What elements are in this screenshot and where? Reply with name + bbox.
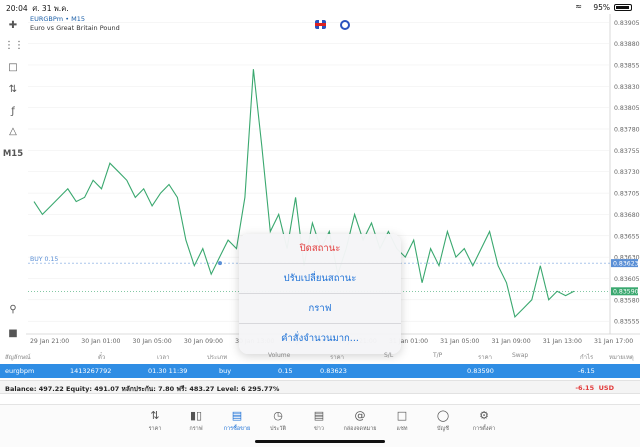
tab-charts[interactable]: ▮▯ กราฟ [178, 409, 214, 433]
app-logo-icon[interactable]: ■ [8, 328, 18, 339]
buy-entry-marker [218, 261, 222, 266]
time-tick-label: 30 Jan 01:00 [81, 338, 120, 345]
price-tick-label: 0.83880 [614, 41, 640, 48]
time-tick-label: 31 Jan 01:00 [389, 338, 428, 345]
price-tick-label: 0.83805 [614, 105, 640, 112]
table-row[interactable]: eurgbpm 1413267792 01.30 11:39 buy 0.15 … [0, 364, 640, 378]
chart-symbol-description: Euro vs Great Britain Pound [30, 24, 120, 32]
col-comment: หมายเหตุ [609, 354, 634, 361]
price-tick-label: 0.83655 [614, 233, 640, 240]
eu-flag-icon [340, 20, 350, 30]
col-tp: T/P [433, 352, 443, 359]
settings-icon: ⚙ [479, 409, 489, 422]
row-ticket: 1413267792 [70, 367, 112, 375]
price-tick-label: 0.83605 [614, 276, 640, 283]
row-type: buy [219, 367, 232, 375]
candles-icon: ▮▯ [189, 409, 203, 422]
trade-table-header: สัญลักษณ์ ตั๋ว เวลา ประเภท Volume ราคา S… [0, 349, 640, 362]
tab-chat[interactable]: □ แชท [384, 409, 420, 433]
price-tick-label: 0.83755 [614, 148, 640, 155]
status-bar: 20:04 ศ. 31 พ.ค. ≈ 95% [0, 0, 640, 14]
battery-percent: 95% [593, 3, 610, 12]
zoom-search-icon[interactable]: ⚲ [9, 304, 17, 315]
bar-type-icon[interactable]: ⋮⋮ [4, 40, 24, 51]
price-tick-label: 0.83780 [614, 127, 640, 134]
objects-icon[interactable]: △ [9, 126, 17, 137]
status-time: 20:04 ศ. 31 พ.ค. [6, 4, 69, 13]
tab-news[interactable]: ▤ ข่าว [301, 409, 337, 433]
wifi-icon: ≈ [575, 2, 582, 11]
price-tick-label: 0.83580 [614, 297, 640, 304]
bottom-tab-bar: ⇅ ราคา ▮▯ กราฟ ▤ การซื้อขาย ◷ ประวัติ ▤ ข่าว … [0, 404, 640, 447]
col-price: ราคา [330, 354, 344, 361]
tab-history[interactable]: ◷ ประวัติ [260, 409, 296, 433]
col-time: เวลา [157, 354, 170, 361]
price-tick-label: 0.83555 [614, 319, 640, 326]
row-symbol: eurgbpm [5, 367, 35, 375]
col-ticket: ตั๋ว [98, 354, 106, 361]
tab-trade[interactable]: ▤ การซื้อขาย [219, 409, 255, 433]
buy-price-tag-label: 0.83623 [613, 260, 639, 267]
total-profit: -6.15 USD [575, 384, 614, 392]
tab-mailbox[interactable]: @ กล่องจดหมาย [343, 409, 377, 432]
mail-icon: @ [354, 409, 366, 422]
balance-summary: Balance: 497.22 Equity: 491.07 หลักประกั… [0, 380, 640, 394]
time-tick-label: 31 Jan 09:00 [491, 338, 530, 345]
row-volume: 0.15 [278, 367, 293, 375]
menu-bulk-operations[interactable]: คำสั่งจำนวนมาก... [281, 333, 359, 344]
price-tick-label: 0.83830 [614, 84, 640, 91]
current-price-tag [611, 287, 638, 296]
tab-settings[interactable]: ⚙ การตั้งค่า [466, 409, 502, 433]
current-price-tag-label: 0.83590 [613, 289, 639, 296]
col-swap: Swap [512, 352, 529, 359]
history-icon: ◷ [273, 409, 283, 422]
time-tick-label: 31 Jan 05:00 [440, 338, 479, 345]
row-current-price: 0.83590 [467, 367, 494, 375]
tab-quotes[interactable]: ⇅ ราคา [137, 409, 173, 433]
chart-toolbar: ✚ ⋮⋮ □ ⇅ ƒ △ M15 ⚲ ■ [0, 14, 26, 344]
price-tick-label: 0.83855 [614, 62, 640, 69]
buy-price-tag [611, 259, 638, 268]
time-tick-label: 30 Jan 09:00 [184, 338, 223, 345]
buy-level-label: BUY 0.15 [30, 256, 58, 263]
crosshair-icon[interactable]: ✚ [8, 20, 18, 31]
price-tick-label: 0.83905 [614, 20, 640, 27]
balance-text: Balance: 497.22 Equity: 491.07 หลักประกั… [5, 385, 280, 393]
chat-icon: □ [396, 409, 408, 422]
position-context-menu: ปิดสถานะ ปรับเปลี่ยนสถานะ กราฟ คำสั่งจำน… [239, 234, 401, 354]
col-symbol: สัญลักษณ์ [5, 354, 31, 361]
col-type: ประเภท [207, 354, 228, 361]
col-current-price: ราคา [478, 354, 492, 361]
time-tick-label: 29 Jan 21:00 [30, 338, 69, 345]
row-time: 01.30 11:39 [148, 367, 188, 375]
chart-symbol-title: EURGBPm • M15 [30, 15, 85, 23]
col-volume: Volume [268, 352, 291, 359]
time-tick-label: 30 Jan 05:00 [133, 338, 172, 345]
col-sl: S/L [384, 352, 394, 359]
price-tick-label: 0.83705 [614, 191, 640, 198]
price-tick-label: 0.83680 [614, 212, 640, 219]
news-icon: ▤ [313, 409, 325, 422]
sliders-icon[interactable]: ⇅ [8, 84, 18, 95]
home-indicator [255, 440, 385, 443]
tab-account[interactable]: ◯ บัญชี [425, 409, 461, 433]
battery-icon [614, 4, 632, 11]
menu-modify-position[interactable]: ปรับเปลี่ยนสถานะ [239, 264, 401, 294]
price-tick-label: 0.83630 [614, 255, 640, 262]
row-profit: -6.15 [578, 367, 595, 375]
menu-chart[interactable]: กราฟ [239, 294, 401, 324]
function-icon[interactable]: ƒ [11, 106, 15, 117]
arrows-updown-icon: ⇅ [150, 409, 160, 422]
price-tick-label: 0.83730 [614, 169, 640, 176]
indicators-icon[interactable]: □ [8, 62, 18, 73]
timeframe-button[interactable]: M15 [2, 149, 24, 159]
time-tick-label: 31 Jan 17:00 [594, 338, 633, 345]
gb-flag-icon [315, 20, 326, 29]
time-tick-label: 31 Jan 13:00 [543, 338, 582, 345]
row-open-price: 0.83623 [320, 367, 347, 375]
account-icon: ◯ [436, 409, 450, 422]
col-profit: กำไร [580, 354, 594, 361]
menu-close-position[interactable]: ปิดสถานะ [239, 234, 401, 264]
trade-chart-icon: ▤ [231, 409, 243, 422]
